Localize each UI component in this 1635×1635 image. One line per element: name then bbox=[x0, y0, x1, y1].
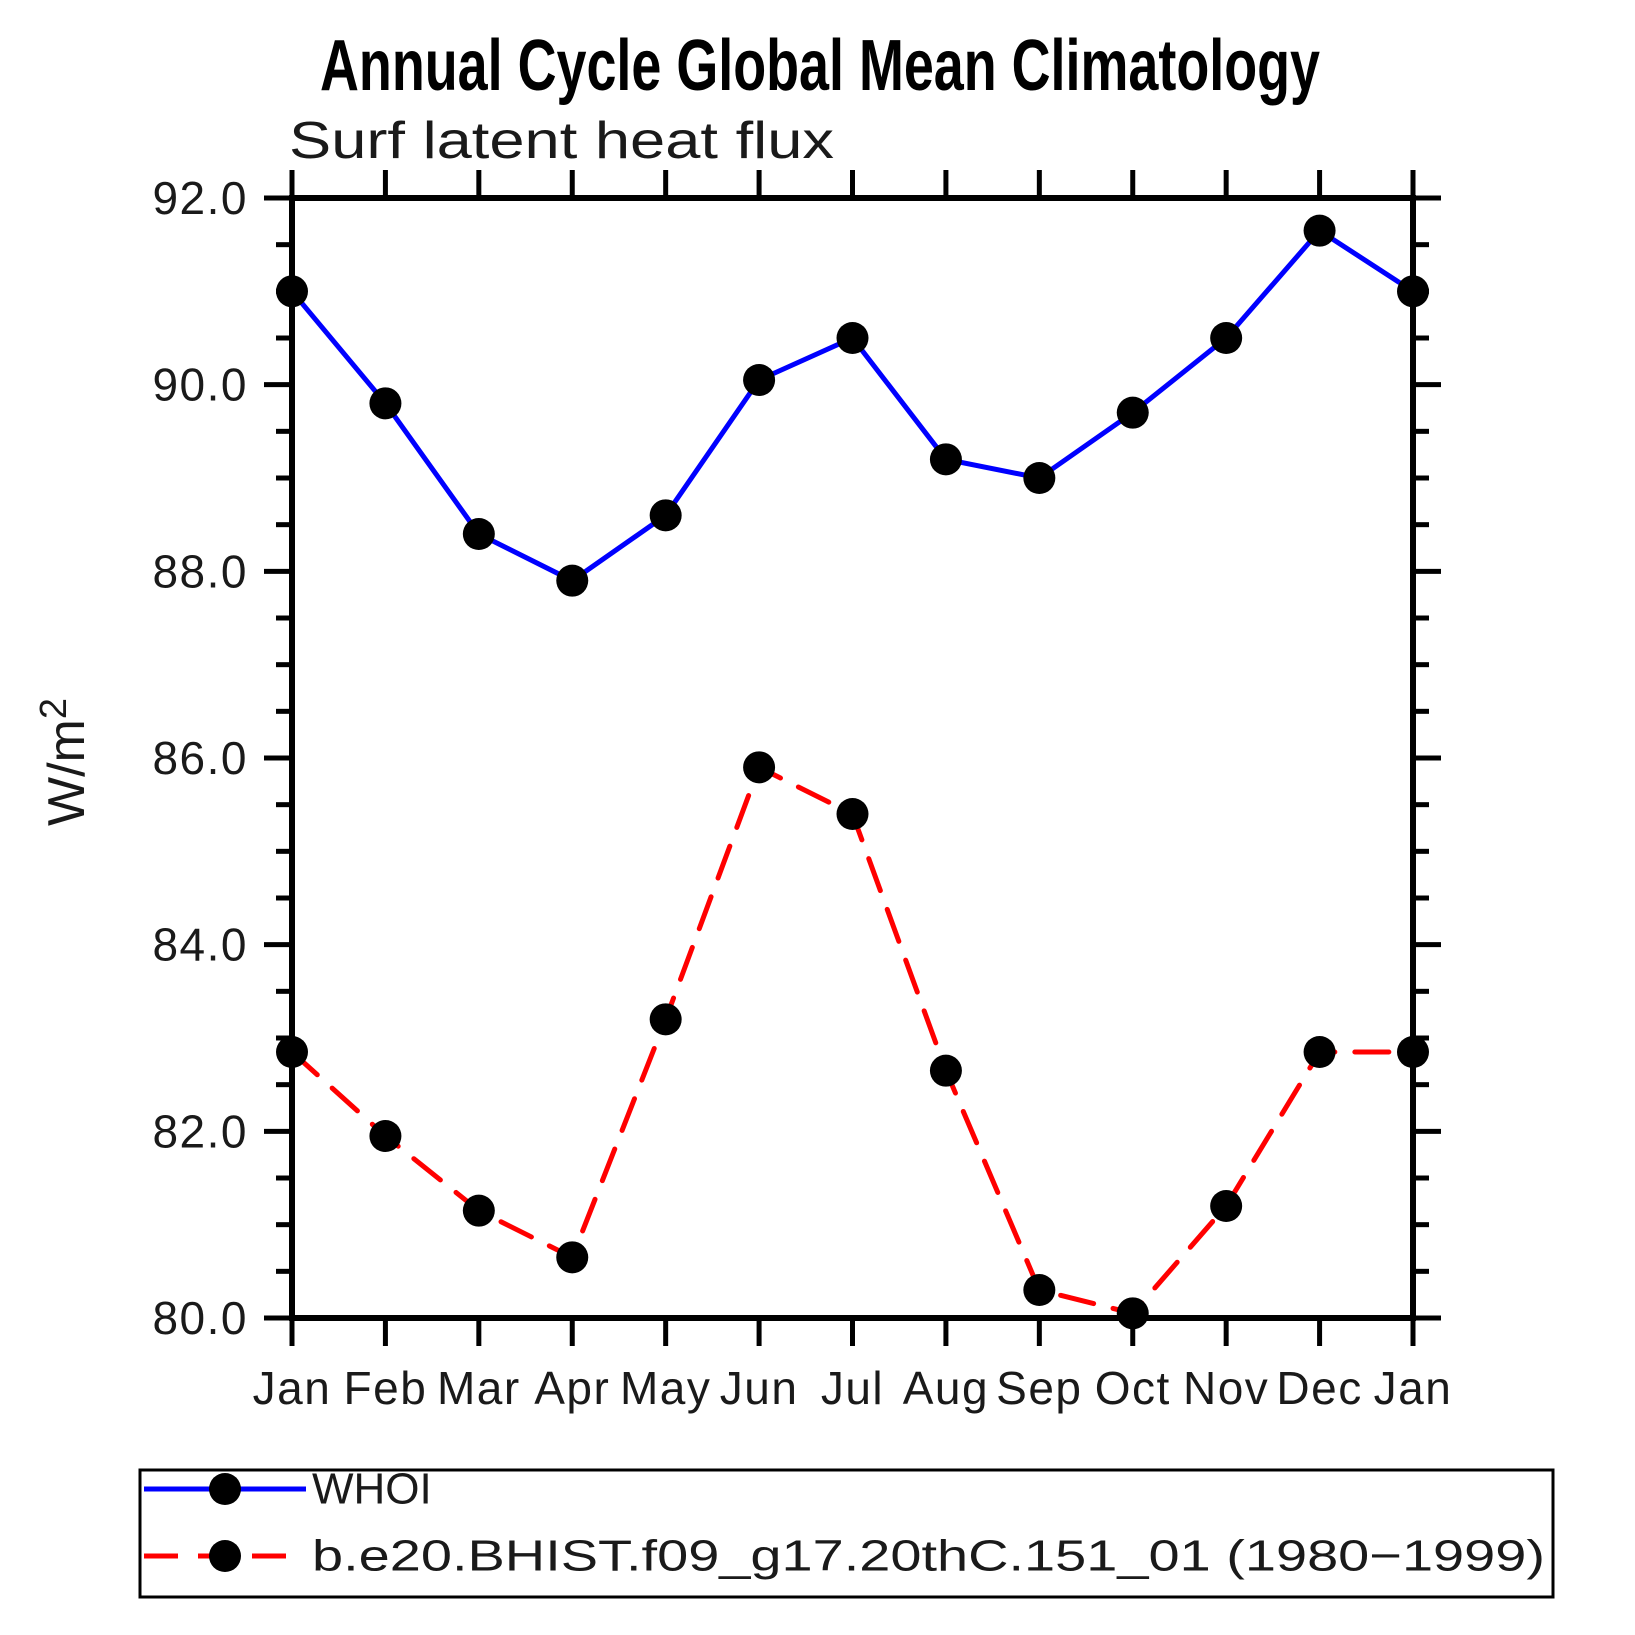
x-tick-label: Feb bbox=[344, 1362, 428, 1414]
data-point-marker bbox=[929, 1054, 962, 1087]
legend-marker bbox=[209, 1473, 241, 1505]
legend-label-model: b.e20.BHIST.f09_g17.20thC.151_01 (1980−1… bbox=[312, 1532, 1545, 1581]
data-point-marker bbox=[276, 1036, 308, 1068]
data-point-marker bbox=[1023, 1274, 1056, 1306]
data-point-marker bbox=[462, 1194, 495, 1227]
plot-area-border bbox=[289, 195, 1416, 1321]
x-tick-label: Aug bbox=[903, 1362, 989, 1414]
y-tick-label: 86.0 bbox=[152, 732, 248, 784]
y-tick-label: 84.0 bbox=[152, 919, 248, 971]
y-axis-label-base: W/m bbox=[38, 719, 96, 826]
y-axis-label-exponent: 2 bbox=[33, 698, 75, 719]
data-point-marker bbox=[1023, 462, 1056, 494]
data-point-marker bbox=[369, 387, 402, 420]
data-point-marker bbox=[836, 322, 869, 354]
data-point-marker bbox=[836, 798, 869, 830]
x-tick-label: Jan bbox=[1374, 1362, 1453, 1414]
data-point-marker bbox=[743, 751, 776, 784]
plot-border-layer bbox=[289, 195, 1416, 1321]
data-point-marker bbox=[1397, 1036, 1429, 1068]
chart-subtitle: Surf latent heat flux bbox=[289, 112, 834, 170]
y-tick-label: 82.0 bbox=[152, 1105, 248, 1157]
data-point-marker bbox=[1210, 1190, 1243, 1222]
data-point-marker bbox=[1303, 214, 1336, 247]
data-point-marker bbox=[649, 1003, 682, 1036]
x-tick-label: Jan bbox=[253, 1362, 332, 1414]
data-point-marker bbox=[369, 1120, 402, 1152]
x-tick-label: May bbox=[620, 1362, 711, 1414]
x-tick-label: Mar bbox=[437, 1362, 521, 1414]
legend-label-whoi: WHOI bbox=[312, 1465, 432, 1514]
data-point-marker bbox=[1116, 396, 1149, 429]
data-point-marker bbox=[649, 499, 682, 532]
data-point-marker bbox=[556, 564, 589, 597]
x-tick-label: Jun bbox=[720, 1362, 799, 1414]
data-point-marker bbox=[1210, 322, 1243, 354]
data-point-marker bbox=[1116, 1297, 1149, 1330]
data-point-marker bbox=[556, 1241, 589, 1274]
data-point-marker bbox=[462, 518, 495, 550]
y-axis-label: W/m2 bbox=[33, 698, 96, 826]
data-point-marker bbox=[743, 364, 776, 396]
series-layer bbox=[276, 214, 1429, 1330]
data-point-marker bbox=[1397, 275, 1429, 308]
legend-layer: WHOI b.e20.BHIST.f09_g17.20thC.151_01 (19… bbox=[138, 1465, 1555, 1599]
x-tick-label: Nov bbox=[1183, 1362, 1269, 1414]
x-tick-label: Apr bbox=[534, 1362, 610, 1414]
data-point-marker bbox=[929, 443, 962, 476]
x-tick-label: Dec bbox=[1276, 1362, 1362, 1414]
y-tick-label: 88.0 bbox=[152, 545, 248, 597]
x-tick-label: Sep bbox=[996, 1362, 1082, 1414]
y-tick-label: 90.0 bbox=[152, 359, 248, 411]
series-line-whoi bbox=[289, 227, 1416, 584]
y-tick-label: 92.0 bbox=[152, 172, 248, 224]
series-line-model bbox=[289, 763, 1416, 1317]
data-point-marker bbox=[1303, 1036, 1336, 1068]
y-tick-label: 80.0 bbox=[152, 1292, 248, 1344]
legend-box bbox=[138, 1468, 1555, 1599]
data-point-marker bbox=[276, 275, 308, 308]
chart-title: Annual Cycle Global Mean Climatology bbox=[320, 26, 1320, 106]
legend-marker bbox=[209, 1540, 241, 1572]
x-tick-label: Jul bbox=[821, 1362, 884, 1414]
x-tick-label: Oct bbox=[1095, 1362, 1171, 1414]
